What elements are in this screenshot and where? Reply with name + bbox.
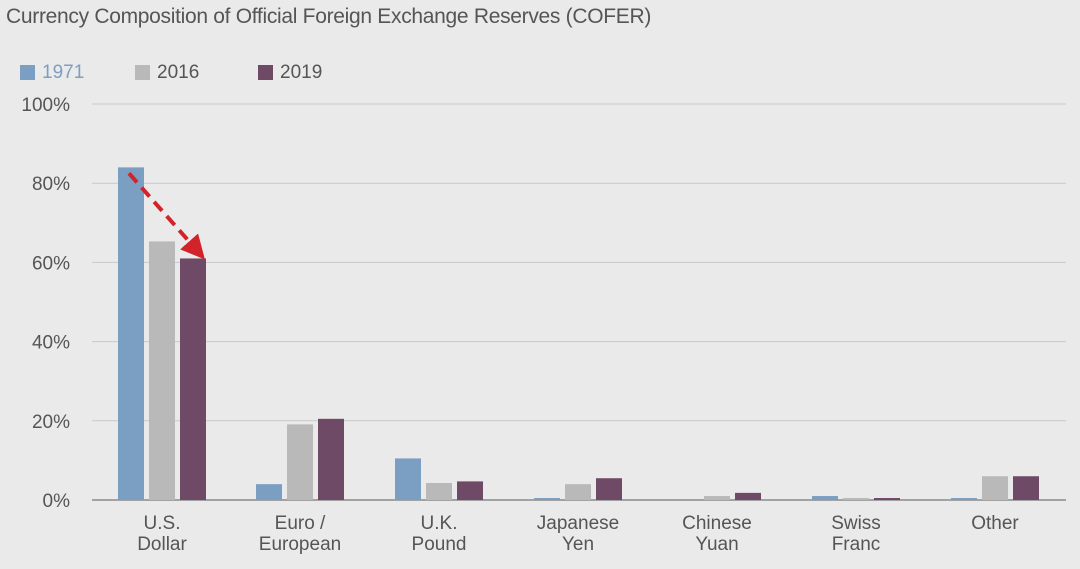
legend-label-2016: 2016 — [157, 62, 200, 83]
category-label: Japanese — [537, 513, 619, 534]
y-tick-label: 40% — [32, 333, 70, 354]
x-axis-labels: U.S.Dollar Euro /European U.K.Pound Japanes… — [137, 513, 1019, 555]
bar-1971-6 — [951, 498, 977, 500]
category-label: Yen — [562, 534, 594, 555]
category-label: Pound — [412, 534, 467, 555]
bar-1971-5 — [812, 496, 838, 500]
category-label: Euro / — [275, 513, 326, 534]
category-label: European — [259, 534, 341, 555]
bar-2016-2 — [426, 482, 452, 500]
bars — [118, 167, 1039, 501]
y-tick-label: 20% — [32, 412, 70, 433]
gridlines — [92, 103, 1066, 501]
legend-label-2019: 2019 — [280, 62, 323, 83]
decline-arrow — [127, 172, 205, 260]
bar-1971-1 — [256, 484, 282, 500]
category-label: Swiss — [831, 513, 881, 534]
bar-1971-0 — [118, 167, 144, 501]
category-label: Yuan — [695, 534, 738, 555]
legend-swatch-2016 — [135, 65, 150, 80]
chart-title: Currency Composition of Official Foreign… — [6, 5, 652, 28]
y-tick-label: 60% — [32, 253, 70, 274]
bar-2019-0 — [180, 258, 206, 500]
bar-2019-3 — [596, 478, 622, 500]
category-label: Franc — [832, 534, 881, 555]
category-label: U.S. — [144, 513, 181, 534]
y-tick-label: 100% — [21, 95, 70, 116]
y-tick-label: 0% — [43, 491, 71, 512]
annotations — [127, 172, 205, 260]
legend-swatch-2019 — [258, 65, 273, 80]
y-axis-ticks: 0% 20% 40% 60% 80% 100% — [21, 95, 70, 512]
legend-label-1971: 1971 — [42, 62, 85, 83]
legend-swatch-1971 — [20, 65, 35, 80]
bar-2019-2 — [457, 481, 483, 500]
bar-1971-3 — [534, 498, 560, 500]
category-label: Dollar — [137, 534, 187, 555]
bar-2016-5 — [843, 498, 869, 500]
y-tick-label: 80% — [32, 174, 70, 195]
category-label: U.K. — [421, 513, 458, 534]
bar-2019-1 — [318, 418, 344, 500]
bar-2019-4 — [735, 492, 761, 500]
category-label: Other — [971, 513, 1019, 534]
bar-2016-1 — [287, 424, 313, 500]
bar-2016-3 — [565, 484, 591, 500]
category-label: Chinese — [682, 513, 752, 534]
bar-2019-6 — [1013, 476, 1039, 500]
bar-2016-6 — [982, 476, 1008, 500]
bar-2016-0 — [149, 241, 175, 501]
bar-2019-5 — [874, 498, 900, 500]
bar-2016-4 — [704, 496, 730, 500]
bar-1971-2 — [395, 458, 421, 500]
